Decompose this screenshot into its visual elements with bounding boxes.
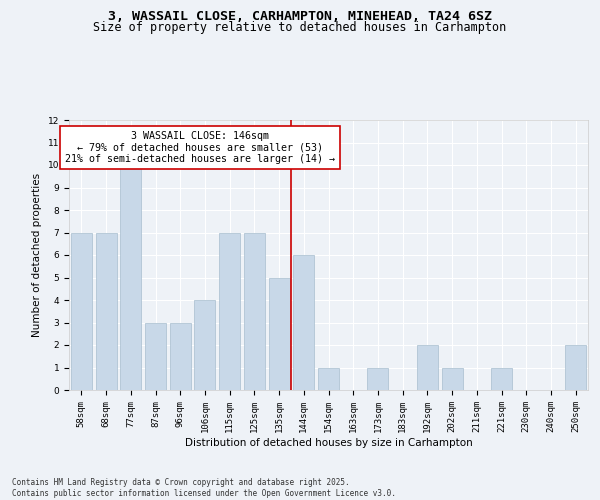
Bar: [95, 232, 116, 390]
Bar: [120, 165, 141, 390]
Text: 3 WASSAIL CLOSE: 146sqm
← 79% of detached houses are smaller (53)
21% of semi-de: 3 WASSAIL CLOSE: 146sqm ← 79% of detache…: [65, 131, 335, 164]
Bar: [293, 255, 314, 390]
X-axis label: Distribution of detached houses by size in Carhampton: Distribution of detached houses by size …: [185, 438, 472, 448]
Bar: [219, 232, 240, 390]
Bar: [417, 345, 438, 390]
Text: Size of property relative to detached houses in Carhampton: Size of property relative to detached ho…: [94, 21, 506, 34]
Text: 3, WASSAIL CLOSE, CARHAMPTON, MINEHEAD, TA24 6SZ: 3, WASSAIL CLOSE, CARHAMPTON, MINEHEAD, …: [108, 10, 492, 23]
Bar: [367, 368, 388, 390]
Bar: [491, 368, 512, 390]
Bar: [194, 300, 215, 390]
Bar: [244, 232, 265, 390]
Bar: [442, 368, 463, 390]
Bar: [145, 322, 166, 390]
Bar: [318, 368, 339, 390]
Bar: [269, 278, 290, 390]
Text: Contains HM Land Registry data © Crown copyright and database right 2025.
Contai: Contains HM Land Registry data © Crown c…: [12, 478, 396, 498]
Bar: [565, 345, 586, 390]
Bar: [170, 322, 191, 390]
Y-axis label: Number of detached properties: Number of detached properties: [32, 173, 42, 337]
Bar: [71, 232, 92, 390]
